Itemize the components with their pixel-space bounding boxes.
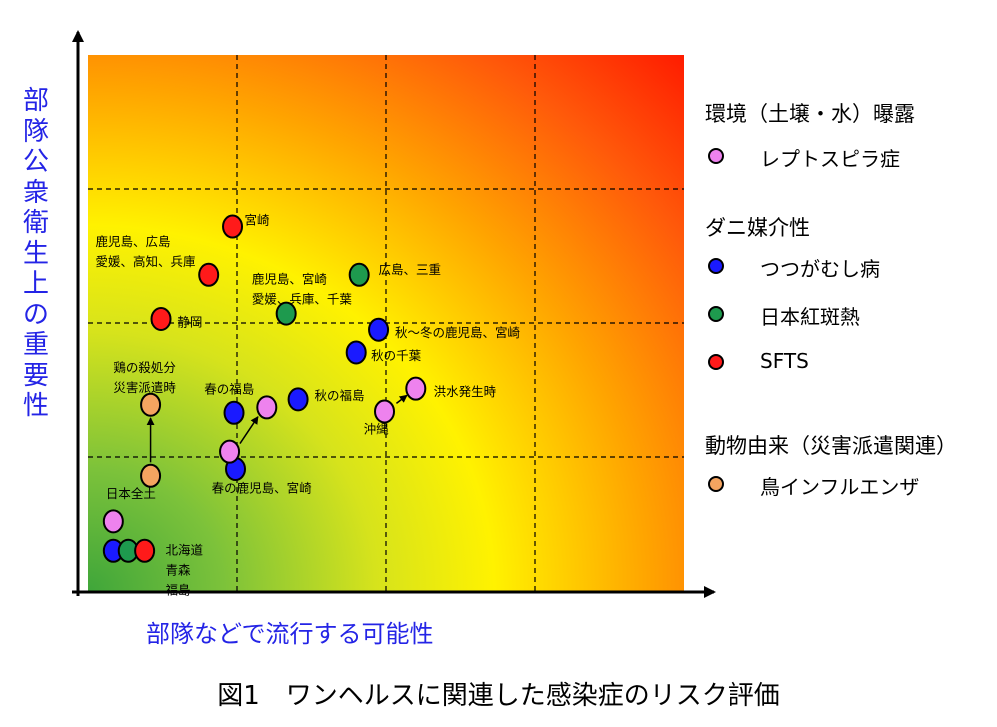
legend-label: レプトスピラ症 [760, 147, 900, 171]
point-label: 愛媛、高知、兵庫 [95, 254, 195, 269]
legend-label: 日本紅斑熱 [760, 305, 860, 329]
legend-label: つつがむし病 [760, 257, 880, 281]
data-point [223, 400, 245, 425]
point-label: 秋の福島 [314, 388, 364, 403]
point-label: 沖縄 [364, 422, 390, 437]
figure-caption: 図1 ワンヘルスに関連した感染症のリスク評価 [217, 681, 780, 711]
data-point [140, 463, 162, 488]
data-point [256, 395, 278, 420]
data-point [222, 214, 244, 239]
annotation-arrow [239, 415, 259, 445]
data-point [102, 509, 124, 534]
data-point [140, 392, 162, 417]
legend-swatch [708, 148, 724, 164]
arrow-annotations [146, 394, 408, 463]
data-point [275, 301, 297, 326]
data-point [150, 306, 172, 331]
point-label: 秋の千葉 [371, 348, 422, 363]
point-label: 静岡 [177, 315, 202, 330]
y-axis-label: 部隊公衆衛生上の重要性 [22, 86, 49, 421]
data-point [374, 399, 396, 424]
data-point [219, 439, 241, 464]
legend-heading: 環境（土壌・水）曝露 [705, 102, 915, 126]
x-axis-label: 部隊などで流行する可能性 [146, 620, 434, 648]
data-point [198, 262, 220, 287]
point-label: 鶏の殺処分 [113, 360, 176, 375]
legend-swatch [708, 258, 724, 274]
legend-heading: ダニ媒介性 [705, 216, 810, 240]
legend-swatch [708, 306, 724, 322]
data-point [345, 340, 367, 365]
point-label: 青森 [165, 562, 191, 577]
point-label: 春の鹿児島、宮崎 [212, 481, 313, 496]
data-points [102, 214, 427, 563]
point-label: 北海道 [165, 542, 203, 557]
legend-label: SFTS [760, 349, 809, 373]
annotation-arrow [395, 394, 408, 404]
data-point [287, 387, 309, 412]
legend-swatch [708, 476, 724, 492]
data-point [134, 538, 156, 563]
point-label: 鹿児島、宮崎 [252, 272, 328, 287]
point-label: 宮崎 [244, 213, 270, 228]
point-label: 洪水発生時 [434, 384, 497, 399]
data-point [405, 376, 427, 401]
legend-heading: 動物由来（災害派遣関連） [705, 434, 957, 458]
point-label: 春の福島 [204, 382, 254, 397]
point-label: 日本全土 [106, 486, 156, 501]
data-point [368, 317, 390, 342]
legend-label: 鳥インフルエンザ [760, 475, 920, 499]
point-label: 災害派遣時 [113, 380, 176, 395]
point-label: 愛媛、兵庫、千葉 [252, 292, 353, 307]
point-label: 鹿児島、広島 [95, 234, 170, 249]
data-point [348, 262, 370, 287]
point-label: 広島、三重 [379, 262, 442, 277]
point-label: 福島 [165, 583, 190, 598]
point-label: 秋～冬の鹿児島、宮崎 [395, 325, 521, 340]
legend-swatch [708, 354, 724, 370]
